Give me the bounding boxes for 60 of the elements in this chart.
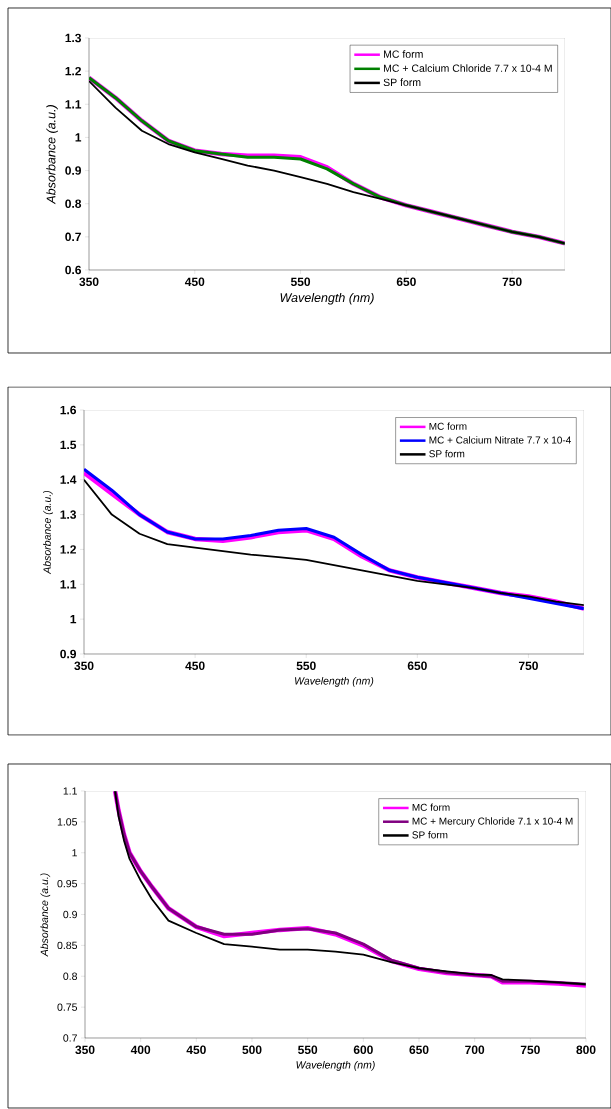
x-tick-label: 650 — [407, 661, 427, 671]
legend-label: SP form — [383, 78, 421, 87]
y-tick-label: 1.6 — [60, 405, 77, 415]
y-tick-label: 0.9 — [63, 910, 77, 919]
y-tick-label: 0.95 — [57, 879, 78, 888]
legend-label: SP form — [429, 450, 465, 458]
x-tick-label: 450 — [185, 661, 205, 671]
y-tick-label: 1.2 — [60, 545, 76, 554]
x-axis-title: Wavelength (nm) — [296, 1060, 375, 1071]
y-tick-label: 0.7 — [63, 1034, 77, 1042]
x-tick-label: 750 — [502, 277, 522, 287]
legend-label: MC form — [412, 803, 450, 811]
x-tick-label: 700 — [465, 1045, 485, 1055]
legend-label: MC form — [429, 422, 467, 430]
x-tick-label: 750 — [518, 661, 538, 671]
x-tick-label: 500 — [242, 1045, 262, 1055]
y-tick-label: 1.2 — [65, 66, 81, 76]
y-tick-label: 1 — [72, 849, 77, 857]
x-tick-label: 600 — [353, 1045, 373, 1055]
y-tick-label: 1.1 — [65, 100, 82, 109]
y-axis-title: Absorbance (a.u.) — [43, 490, 53, 575]
legend-label: MC + Calcium Chloride 7.7 x 10-4 M — [384, 64, 552, 72]
legend-label: MC + Mercury Chloride 7.1 x 10-4 M — [412, 817, 573, 827]
x-tick-label: 800 — [576, 1045, 596, 1055]
y-tick-label: 0.85 — [57, 941, 78, 950]
y-tick-label: 1.4 — [60, 475, 77, 484]
y-tick-label: 1.3 — [60, 510, 77, 519]
x-tick-label: 650 — [396, 277, 416, 287]
y-tick-label: 1 — [70, 615, 77, 624]
y-tick-label: 1.1 — [63, 787, 77, 795]
y-tick-label: 1.5 — [60, 440, 77, 450]
y-tick-label: 1.3 — [65, 33, 82, 43]
x-tick-label: 550 — [290, 277, 311, 287]
y-tick-label: 0.6 — [65, 265, 82, 275]
y-tick-label: 1.05 — [57, 818, 78, 826]
y-axis-title: Absorbance (a.u.) — [40, 873, 51, 957]
x-tick-label: 450 — [184, 277, 205, 287]
y-tick-label: 0.9 — [60, 649, 77, 659]
x-tick-label: 550 — [296, 661, 316, 671]
x-tick-label: 400 — [130, 1045, 151, 1055]
y-tick-label: 0.8 — [65, 199, 82, 208]
y-tick-label: 0.7 — [65, 232, 81, 242]
x-tick-label: 650 — [409, 1045, 429, 1055]
y-tick-label: 1.1 — [60, 580, 77, 589]
x-tick-label: 350 — [75, 1045, 95, 1055]
y-tick-label: 0.75 — [57, 1003, 78, 1011]
y-axis-title: Absorbance (a.u.) — [46, 105, 58, 205]
legend-label: MC + Calcium Nitrate 7.7 x 10-4 — [429, 436, 571, 444]
y-tick-label: 0.9 — [65, 166, 82, 175]
legend-label: SP form — [412, 831, 448, 839]
x-tick-label: 550 — [298, 1045, 318, 1055]
legend-label: MC form — [384, 50, 423, 58]
x-tick-label: 450 — [186, 1045, 206, 1055]
x-tick-label: 750 — [520, 1045, 540, 1055]
x-tick-label: 350 — [74, 661, 94, 671]
x-tick-label: 350 — [79, 277, 99, 287]
x-axis-title: Wavelength (nm) — [280, 292, 374, 305]
x-axis-title: Wavelength (nm) — [295, 676, 374, 687]
y-tick-label: 0.8 — [63, 972, 78, 980]
y-tick-label: 1 — [75, 133, 82, 142]
